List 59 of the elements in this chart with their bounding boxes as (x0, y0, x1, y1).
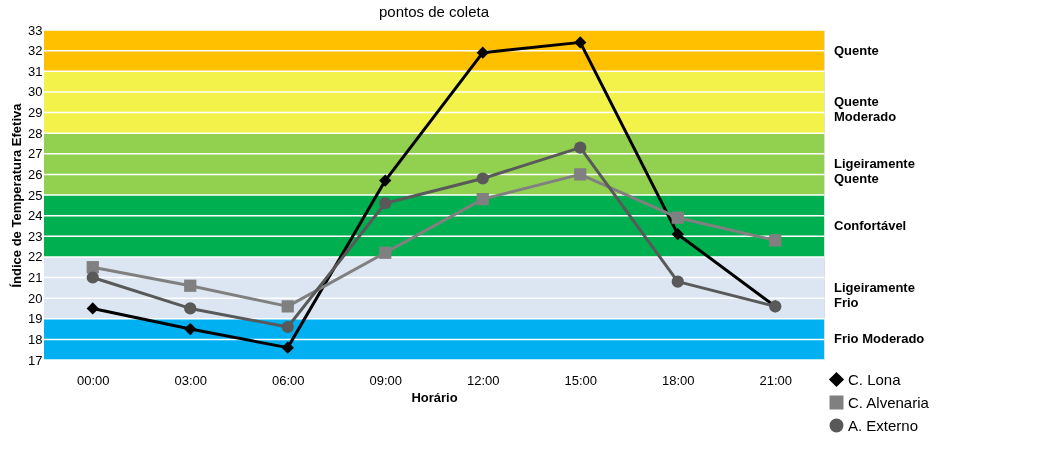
point (379, 197, 392, 210)
y-tick-label: 28 (28, 125, 43, 141)
y-axis-title: Índice de Temperatura Efetiva (9, 102, 25, 288)
y-tick-label: 20 (28, 290, 43, 306)
y-tick-label: 18 (28, 331, 43, 347)
point (574, 141, 587, 154)
y-tick-label: 26 (28, 166, 43, 182)
x-tick-label: 21:00 (759, 372, 793, 388)
point (281, 341, 294, 354)
legend-label: C. Alvenaria (848, 393, 930, 411)
point (281, 300, 294, 313)
y-tick-label: 23 (28, 228, 43, 244)
y-tick-label: 29 (28, 105, 43, 120)
y-tick-label: 24 (28, 208, 43, 224)
point (379, 174, 392, 187)
band-label: Quente (834, 42, 879, 58)
point (476, 193, 489, 206)
point (86, 302, 99, 315)
point (379, 246, 392, 259)
y-tick-label: 32 (28, 43, 43, 59)
y-tick-label: 19 (28, 311, 43, 327)
point (86, 271, 99, 284)
point (671, 275, 684, 288)
point (184, 322, 197, 336)
legend-label: A. Externo (848, 416, 919, 434)
point (574, 36, 587, 49)
band-label: Frio Moderado (834, 331, 925, 347)
point (671, 211, 684, 224)
y-tick-label: 25 (28, 187, 43, 203)
y-tick-label: 30 (28, 84, 43, 100)
y-tick-label: 33 (28, 22, 43, 38)
point (476, 172, 489, 185)
x-tick-label: 18:00 (661, 372, 695, 388)
point (184, 302, 197, 315)
y-tick-label: 21 (28, 270, 43, 285)
point (769, 234, 782, 247)
band-label: Confortável (834, 217, 907, 233)
chart-title: pontos de coleta (378, 3, 490, 20)
band-label: Ligeiramente Frio (834, 279, 915, 310)
y-tick-label: 22 (28, 249, 43, 265)
point (281, 320, 294, 334)
point (184, 279, 197, 292)
y-tick-label: 17 (28, 352, 43, 368)
y-tick-label: 31 (28, 63, 43, 79)
legend-label: C. Lona (848, 370, 902, 388)
band-label: Quente Moderado (834, 94, 897, 125)
band-label: Ligeiramente Quente (834, 156, 915, 187)
x-tick-label: 15:00 (564, 372, 598, 388)
point (476, 46, 489, 59)
point (86, 261, 99, 274)
y-tick-label: 27 (28, 146, 43, 162)
x-tick-label: 06:00 (271, 372, 305, 388)
point (671, 228, 684, 241)
x-tick-label: 12:00 (466, 372, 500, 388)
x-axis-title: Horário (411, 389, 458, 405)
x-tick-label: 00:00 (76, 372, 110, 388)
point (574, 168, 587, 181)
x-tick-label: 09:00 (369, 372, 403, 388)
x-tick-label: 03:00 (174, 372, 208, 388)
